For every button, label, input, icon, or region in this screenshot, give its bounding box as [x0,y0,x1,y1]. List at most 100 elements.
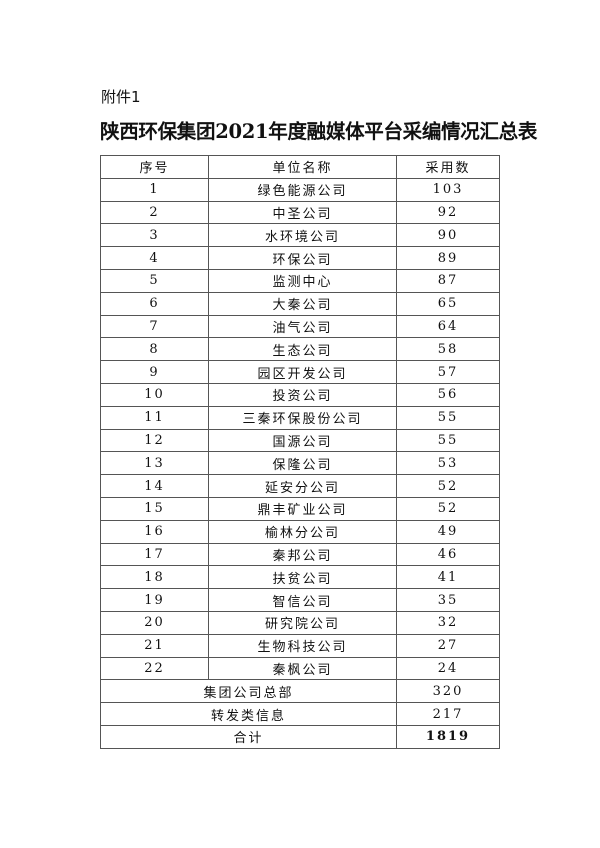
cell-unit-name: 榆林分公司 [208,519,397,544]
cell-index: 10 [100,382,209,407]
cell-index: 20 [100,610,209,635]
cell-unit-name: 环保公司 [208,246,397,270]
cell-count: 56 [396,382,500,407]
table-row: 8 生态公司 58 [100,337,500,362]
table-row: 17 秦邦公司 46 [100,542,500,567]
table-row: 3 水环境公司 90 [100,223,500,248]
cell-index: 5 [100,268,209,293]
table-row: 2 中圣公司 92 [100,200,500,225]
table-row: 18 扶贫公司 41 [100,565,500,590]
table-row: 22 秦枫公司 24 [100,656,500,681]
cell-unit-name: 扶贫公司 [208,565,397,590]
cell-index: 4 [100,246,209,270]
cell-index: 8 [100,337,209,362]
document-title: 陕西环保集团2021年度融媒体平台采编情况汇总表 [100,120,538,143]
cell-count: 52 [396,496,500,521]
cell-unit-name: 大秦公司 [208,291,397,316]
table-row: 9 园区开发公司 57 [100,360,500,384]
header-index: 序号 [100,155,209,179]
cell-index: 3 [100,223,209,248]
cell-count: 46 [396,542,500,567]
cell-index: 6 [100,291,209,316]
summary-table: 序号 单位名称 采用数 1 绿色能源公司 103 2 中圣公司 92 3 水环境公司 90 4 环保… [100,155,500,749]
cell-count: 55 [396,405,500,430]
cell-unit-name: 保隆公司 [208,451,397,476]
cell-unit-name: 智信公司 [208,588,397,612]
header-count: 采用数 [396,155,500,179]
cell-index: 21 [100,633,209,658]
table-row: 11 三秦环保股份公司 55 [100,405,500,430]
cell-unit-name: 生态公司 [208,337,397,362]
table-row: 12 国源公司 55 [100,428,500,453]
table-row: 20 研究院公司 32 [100,610,500,635]
cell-count: 57 [396,360,500,384]
cell-count: 90 [396,223,500,248]
cell-unit-name: 园区开发公司 [208,360,397,384]
cell-index: 16 [100,519,209,544]
cell-index: 15 [100,496,209,521]
cell-unit-name: 国源公司 [208,428,397,453]
table-row: 16 榆林分公司 49 [100,519,500,544]
cell-label: 集团公司总部 [100,679,397,704]
cell-index: 11 [100,405,209,430]
cell-index: 2 [100,200,209,225]
cell-unit-name: 监测中心 [208,268,397,293]
cell-unit-name: 延安分公司 [208,474,397,498]
cell-unit-name: 鼎丰矿业公司 [208,496,397,521]
cell-index: 18 [100,565,209,590]
cell-count: 87 [396,268,500,293]
cell-index: 22 [100,656,209,681]
cell-count: 49 [396,519,500,544]
total-count: 1819 [396,724,500,749]
attachment-label: 附件1 [101,88,141,106]
cell-index: 13 [100,451,209,476]
cell-label: 转发类信息 [100,702,397,726]
cell-index: 7 [100,314,209,339]
cell-unit-name: 秦邦公司 [208,542,397,567]
cell-count: 89 [396,246,500,270]
cell-count: 64 [396,314,500,339]
cell-count: 52 [396,474,500,498]
cell-index: 17 [100,542,209,567]
cell-count: 53 [396,451,500,476]
cell-count: 103 [396,177,500,202]
cell-count: 55 [396,428,500,453]
cell-unit-name: 绿色能源公司 [208,177,397,202]
cell-count: 35 [396,588,500,612]
cell-unit-name: 研究院公司 [208,610,397,635]
cell-count: 65 [396,291,500,316]
summary-row: 转发类信息 217 [100,702,500,726]
cell-count: 320 [396,679,500,704]
table-row: 14 延安分公司 52 [100,474,500,498]
cell-count: 24 [396,656,500,681]
cell-unit-name: 三秦环保股份公司 [208,405,397,430]
table-row: 15 鼎丰矿业公司 52 [100,496,500,521]
cell-unit-name: 生物科技公司 [208,633,397,658]
cell-count: 217 [396,702,500,726]
table-row: 10 投资公司 56 [100,382,500,407]
header-unit-name: 单位名称 [208,155,397,179]
cell-count: 92 [396,200,500,225]
total-row: 合计 1819 [100,724,500,749]
cell-unit-name: 油气公司 [208,314,397,339]
cell-index: 14 [100,474,209,498]
table-row: 6 大秦公司 65 [100,291,500,316]
table-row: 13 保隆公司 53 [100,451,500,476]
table-row: 1 绿色能源公司 103 [100,177,500,202]
summary-row: 集团公司总部 320 [100,679,500,704]
table-row: 5 监测中心 87 [100,268,500,293]
table-row: 19 智信公司 35 [100,588,500,612]
cell-index: 12 [100,428,209,453]
cell-unit-name: 秦枫公司 [208,656,397,681]
cell-unit-name: 投资公司 [208,382,397,407]
table-row: 21 生物科技公司 27 [100,633,500,658]
cell-count: 32 [396,610,500,635]
total-label: 合计 [100,724,397,749]
cell-unit-name: 中圣公司 [208,200,397,225]
cell-unit-name: 水环境公司 [208,223,397,248]
cell-count: 58 [396,337,500,362]
table-header-row: 序号 单位名称 采用数 [100,155,500,179]
cell-count: 41 [396,565,500,590]
cell-count: 27 [396,633,500,658]
